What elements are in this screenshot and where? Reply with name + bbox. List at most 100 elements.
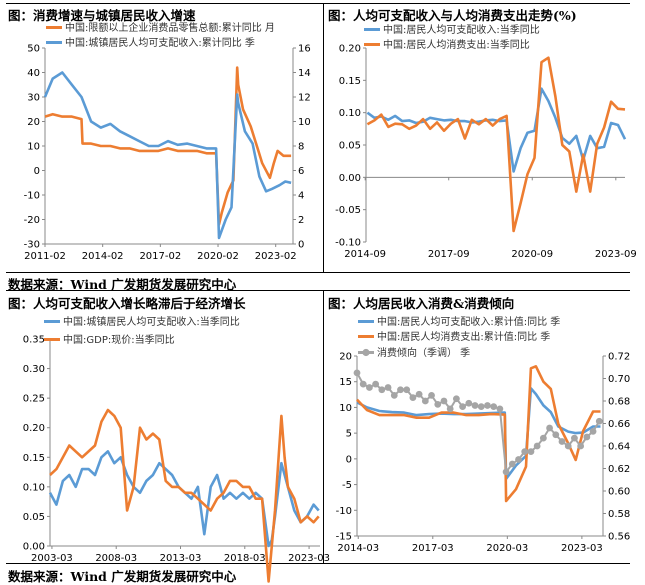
p1-ytick-label-right-5: 10 bbox=[298, 117, 311, 128]
p1-series-line-1 bbox=[43, 71, 292, 240]
p1-ytick-label-right-4: 8 bbox=[298, 142, 304, 153]
p4-ytick-label-left-6: 15 bbox=[339, 377, 352, 388]
p4-series-point-2-1 bbox=[359, 380, 367, 388]
p4-series-point-2-29 bbox=[533, 442, 541, 450]
data-source-bottom: 数据来源：Wind 广发期货发展研究中心 bbox=[8, 569, 237, 584]
p4-series-line-1 bbox=[356, 364, 601, 503]
p4-series-point-2-5 bbox=[384, 384, 392, 391]
p4-series-point-2-20 bbox=[477, 403, 485, 411]
p2-xtick-label-1: 2017-09 bbox=[428, 249, 470, 260]
p4-ytick-label-left-2: -5 bbox=[342, 480, 352, 491]
data-source-top: 数据来源：Wind 广发期货发展研究中心 bbox=[8, 277, 237, 292]
p1-ytick-label-left-1: -20 bbox=[24, 215, 40, 226]
p4-series-point-2-7 bbox=[397, 386, 404, 394]
p2-ytick-label-left-2: 0.00 bbox=[339, 173, 361, 184]
p1-ytick-label-right-6: 12 bbox=[298, 93, 311, 104]
p3-ytick-label-left-2: 0.10 bbox=[23, 482, 45, 493]
p4-series-line-2 bbox=[356, 372, 601, 473]
p4-series-point-2-12 bbox=[428, 391, 435, 399]
p3-series-group bbox=[48, 408, 320, 583]
frame-bottom-line bbox=[6, 563, 630, 564]
p4-ytick-label-right-3: 0.62 bbox=[608, 464, 630, 475]
p4-series-point-2-26 bbox=[515, 456, 522, 463]
p1-series-line-0 bbox=[44, 66, 292, 226]
frame-mid-line-2 bbox=[6, 290, 630, 291]
p4-series-point-2-35 bbox=[571, 434, 578, 442]
p4-xtick-label-0: 2014-03 bbox=[337, 543, 379, 554]
p4-series-point-2-30 bbox=[539, 434, 547, 442]
p2-ytick-label-left-0: -0.10 bbox=[335, 238, 361, 249]
p2-xtick-label-2: 2020-09 bbox=[511, 249, 553, 260]
p4-series-point-2-38 bbox=[589, 427, 597, 435]
p2-series-line-0 bbox=[366, 87, 627, 173]
p3-xtick-label-3: 2018-03 bbox=[224, 553, 266, 564]
p4-legend-marker-2 bbox=[362, 348, 370, 357]
p2-ytick-label-left-4: 0.10 bbox=[339, 108, 361, 119]
p2-series-group bbox=[366, 56, 627, 233]
frame-mid-line bbox=[6, 272, 630, 273]
p4-ytick-label-right-5: 0.66 bbox=[608, 419, 630, 430]
p4-series-point-2-17 bbox=[459, 403, 467, 411]
p1-ytick-label-right-2: 4 bbox=[298, 191, 304, 202]
p3-legend-label-0: 中国:城镇居民人均可支配收入:当季同比 bbox=[63, 315, 240, 328]
p4-series-point-2-13 bbox=[434, 400, 442, 408]
p2-xtick-label-3: 2023-09 bbox=[595, 249, 637, 260]
p4-series-point-2-22 bbox=[490, 403, 498, 411]
p3-xtick-label-1: 2008-03 bbox=[95, 553, 137, 564]
p1-legend-label-0: 中国:限额以上企业消费品零售总额:累计同比 月 bbox=[65, 21, 275, 34]
p3-ytick-label-left-7: 0.35 bbox=[23, 335, 45, 346]
p4-ytick-label-right-6: 0.68 bbox=[608, 397, 630, 408]
panel-3-title: 图：人均可支配收入增长略滞后于经济增长 bbox=[8, 296, 246, 311]
p4-series-point-2-14 bbox=[440, 397, 448, 405]
p4-ytick-label-right-1: 0.58 bbox=[608, 509, 630, 520]
frame-divider-top bbox=[323, 3, 324, 272]
p1-ytick-label-left-0: -30 bbox=[24, 240, 40, 251]
p2-xtick-label-0: 2014-09 bbox=[344, 249, 386, 260]
p4-ytick-label-left-1: -10 bbox=[336, 506, 352, 517]
p4-series-point-2-16 bbox=[452, 395, 460, 403]
p4-series-point-2-19 bbox=[471, 402, 479, 409]
p4-series-point-2-3 bbox=[372, 380, 380, 388]
p4-ytick-label-left-0: -15 bbox=[336, 532, 352, 543]
p4-xtick-label-3: 2023-03 bbox=[561, 543, 603, 554]
p1-ytick-label-left-3: 0 bbox=[34, 166, 40, 177]
p1-xtick-label-0: 2011-02 bbox=[24, 251, 66, 262]
p3-legend-label-1: 中国:GDP:现价:当季同比 bbox=[63, 333, 175, 346]
p3-xtick-label-4: 2023-03 bbox=[288, 553, 330, 564]
p3-ytick-label-left-1: 0.05 bbox=[23, 512, 45, 523]
p2-ytick-label-left-1: -0.05 bbox=[335, 205, 361, 216]
panel-1-title: 图：消费增速与城镇居民收入增速 bbox=[8, 8, 196, 23]
p3-ytick-label-left-0: 0.00 bbox=[23, 542, 45, 553]
p4-series-point-2-32 bbox=[552, 431, 560, 439]
p2-ytick-label-left-6: 0.20 bbox=[339, 44, 361, 55]
p4-series-point-2-10 bbox=[415, 390, 423, 398]
frame-top-line bbox=[6, 3, 630, 4]
p4-ytick-label-right-8: 0.72 bbox=[608, 352, 630, 363]
p4-xtick-label-2: 2020-03 bbox=[486, 543, 528, 554]
p4-legend-label-0: 中国:居民人均可支配收入:累计值:同比 季 bbox=[377, 315, 560, 328]
p4-series-point-2-15 bbox=[446, 405, 454, 413]
p4-ytick-label-left-7: 20 bbox=[339, 352, 352, 363]
p3-xtick-label-0: 2003-03 bbox=[31, 553, 73, 564]
p4-series-point-2-2 bbox=[366, 384, 373, 391]
p4-series-point-2-36 bbox=[577, 442, 585, 450]
p1-ytick-label-left-6: 30 bbox=[27, 93, 40, 104]
p4-legend-label-1: 中国:居民人均消费支出:累计值:同比 季 bbox=[377, 330, 550, 343]
p2-ytick-label-left-3: 0.05 bbox=[339, 141, 361, 152]
panel-2-title: 图：人均可支配收入与人均消费支出走势(%) bbox=[328, 8, 577, 23]
p2-legend-label-0: 中国:居民人均可支配收入:当季同比 bbox=[383, 23, 540, 36]
p4-legend-label-2: 消费倾向（季调） 季 bbox=[377, 346, 470, 359]
p1-xtick-label-1: 2014-02 bbox=[82, 251, 124, 262]
p4-ytick-label-right-2: 0.60 bbox=[608, 487, 630, 498]
p1-xtick-label-3: 2020-02 bbox=[197, 251, 239, 262]
p2-ytick-label-left-5: 0.15 bbox=[339, 76, 361, 87]
p3-ytick-label-left-6: 0.30 bbox=[23, 364, 45, 375]
p4-series-point-2-23 bbox=[496, 405, 504, 413]
p4-series-point-2-37 bbox=[583, 433, 591, 441]
p1-ytick-label-right-8: 16 bbox=[298, 44, 311, 55]
p4-series-point-2-24 bbox=[502, 468, 510, 476]
p1-ytick-label-left-7: 40 bbox=[27, 68, 40, 79]
p4-series-point-2-4 bbox=[378, 386, 386, 394]
p1-ytick-label-right-7: 14 bbox=[298, 68, 311, 79]
